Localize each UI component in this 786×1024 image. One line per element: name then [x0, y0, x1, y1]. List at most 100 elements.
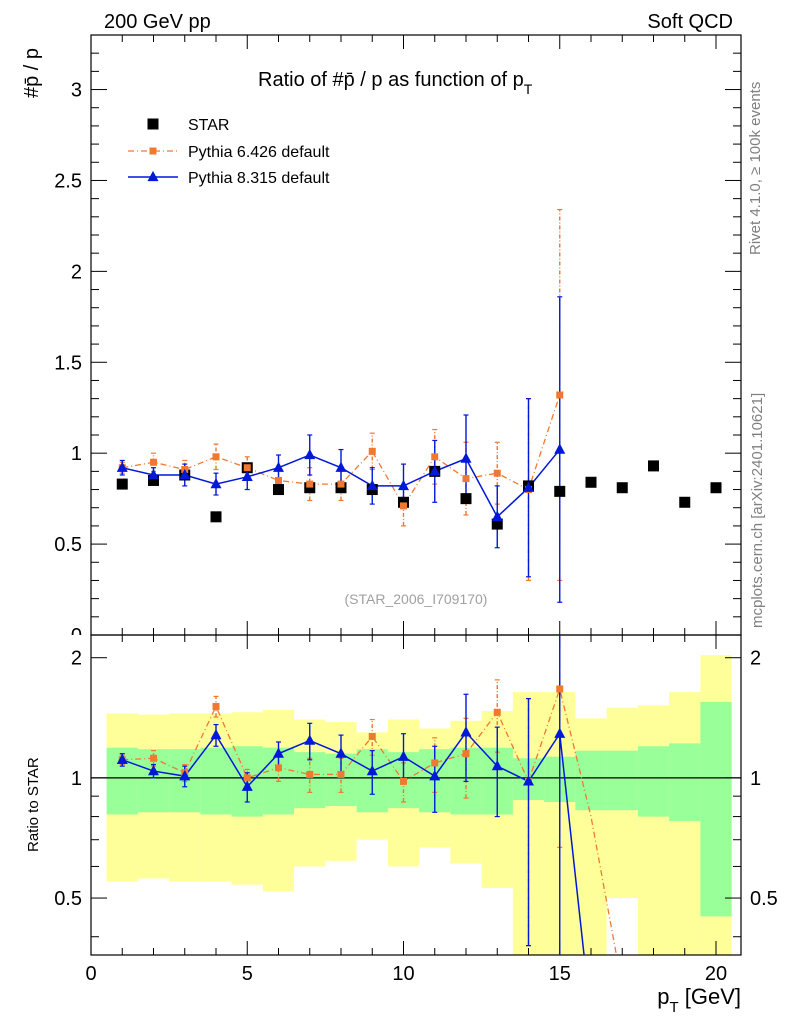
- star-point: [304, 482, 316, 494]
- analysis-id: (STAR_2006_I709170): [345, 591, 488, 607]
- x-axis-label: pT [GeV]: [657, 984, 741, 1016]
- pythia6-point: [275, 476, 282, 484]
- band-inner: [669, 743, 701, 821]
- band-outer: [669, 692, 701, 955]
- pythia6-point: [556, 391, 564, 399]
- pythia8-point: [366, 479, 378, 491]
- y-tick-label-top-zero: 0: [71, 625, 82, 647]
- star-point: [148, 474, 159, 486]
- ratio-pythia8-point: [304, 734, 316, 745]
- band-inner: [200, 747, 232, 815]
- ratio-pythia8-point: [429, 770, 441, 781]
- pythia6-point: [306, 480, 314, 488]
- legend-label: Pythia 8.315 default: [188, 170, 330, 187]
- pythia8-point: [429, 465, 441, 476]
- bottom-panel-data: [116, 635, 618, 955]
- pythia6-point: [243, 464, 251, 472]
- legend-star-marker: [147, 118, 159, 130]
- pythia8-point: [304, 448, 316, 460]
- ratio-pythia8-point: [179, 770, 191, 781]
- pythia8-point: [554, 443, 566, 454]
- top-panel-data: [116, 208, 722, 603]
- ratio-pythia6-point: [212, 702, 220, 710]
- pythia6-point: [431, 453, 439, 461]
- band-inner: [700, 701, 732, 917]
- star-point: [679, 496, 691, 508]
- pythia6-point: [368, 447, 376, 455]
- star-point: [116, 478, 128, 490]
- pythia6-point: [150, 458, 157, 466]
- star-point: [398, 496, 409, 508]
- bottom-frame: [90, 634, 742, 956]
- pythia8-point: [241, 470, 253, 481]
- y-axis-label-top: #p̄ / p: [21, 48, 43, 98]
- pythia8-point: [491, 510, 503, 521]
- ratio-pythia8-point: [523, 775, 534, 786]
- ratio-pythia6-point: [368, 732, 376, 740]
- ratio-pythia6-point: [243, 774, 251, 782]
- pythia8-point: [335, 461, 347, 472]
- pythia6-point: [212, 453, 220, 461]
- ratio-pythia8-point: [273, 747, 284, 758]
- y-tick-label-top: 2.5: [54, 170, 82, 192]
- pythia8-point: [273, 461, 284, 472]
- y-tick-label-bottom-right: 0.5: [750, 888, 778, 910]
- y-axis-label-bottom: Ratio to STAR: [25, 757, 42, 852]
- star-point: [273, 484, 284, 496]
- mcplots-credit: mcplots.cern.ch [arXiv:2401.10621]: [749, 393, 766, 628]
- ratio-pythia6-point: [337, 770, 345, 778]
- band-inner: [637, 746, 670, 817]
- ratio-pythia8-point: [116, 753, 128, 764]
- ratio-pythia6-point: [400, 777, 407, 785]
- ratio-pythia8-point: [554, 727, 566, 738]
- star-point: [210, 511, 222, 523]
- pythia8-point: [210, 477, 222, 489]
- ratio-pythia6-point: [275, 764, 282, 772]
- ratio-pythia6-point: [306, 770, 314, 778]
- star-point: [585, 476, 597, 488]
- band-outer: [637, 705, 670, 955]
- band-inner: [606, 750, 638, 811]
- ratio-pythia8-point: [460, 726, 472, 737]
- pythia8-point: [179, 468, 191, 480]
- pythia8-point: [116, 461, 128, 472]
- header-right: Soft QCD: [647, 11, 733, 33]
- rivet-version: Rivet 4.1.0, ≥ 100k events: [747, 82, 764, 255]
- ratio-pythia8-point: [148, 764, 159, 776]
- pythia6-point: [337, 480, 345, 488]
- star-point: [648, 460, 659, 472]
- legend-pythia8-marker: [147, 170, 159, 182]
- pythia8-point: [398, 479, 409, 491]
- ratio-pythia6-point: [556, 685, 564, 693]
- ratio-pythia8-point: [241, 780, 253, 791]
- axis-ticks: 0 5 10 15 20 0.5 1 1.5 2 2.5 3 0 0.5 0.5 1 1 2 2: [54, 34, 778, 985]
- star-point: [710, 482, 722, 494]
- x-tick-label: 5: [242, 963, 253, 985]
- pythia6-point: [400, 502, 407, 510]
- star-point: [491, 518, 503, 530]
- legend: STAR Pythia 6.426 default Pythia 8.315 def…: [128, 117, 330, 187]
- legend-pythia6-marker: [149, 147, 157, 155]
- x-tick-label: 20: [705, 963, 727, 985]
- star-point: [335, 482, 347, 494]
- ratio-pythia8-line: [121, 731, 585, 955]
- y-tick-label-bottom-right: 1: [750, 768, 761, 790]
- y-tick-label-top: 3: [71, 80, 82, 102]
- header-left: 200 GeV pp: [104, 11, 211, 33]
- pythia8-point: [523, 481, 534, 492]
- ratio-pythia8-point: [491, 760, 503, 771]
- ratio-pythia6-point: [493, 708, 501, 716]
- y-tick-label-bottom: 2: [71, 648, 82, 670]
- y-tick-label-bottom: 0.5: [54, 888, 82, 910]
- y-tick-label-bottom-right: 2: [750, 648, 761, 670]
- y-tick-label-top: 1.5: [54, 352, 82, 374]
- x-tick-label: 10: [392, 963, 414, 985]
- x-tick-label: 0: [85, 963, 96, 985]
- pythia8-point: [460, 452, 472, 463]
- star-point: [554, 485, 566, 497]
- pythia6-point: [462, 475, 470, 483]
- star-point: [616, 482, 628, 494]
- ratio-pythia6-point: [150, 754, 157, 762]
- y-tick-label-bottom: 1: [71, 768, 82, 790]
- ratio-pythia8-point: [366, 764, 378, 776]
